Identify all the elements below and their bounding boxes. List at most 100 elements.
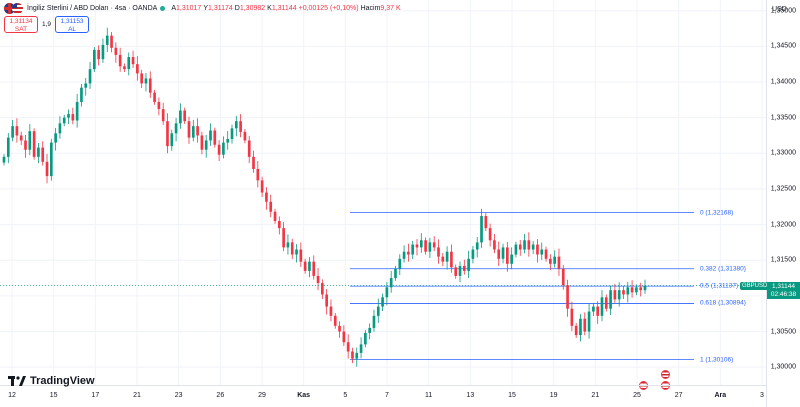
candle-body (450, 251, 453, 268)
candle-body (84, 83, 88, 88)
ohlc-value: 9,37 K (380, 5, 401, 12)
time-tick-label: 12 (8, 392, 16, 399)
chart-area[interactable] (0, 0, 766, 385)
candle-body (372, 315, 376, 328)
time-tick-label: 29 (258, 392, 266, 399)
price-tick-label: 1,32500 (770, 185, 796, 193)
candle-body (28, 131, 32, 150)
candle-body (527, 240, 531, 250)
time-tick-label: 23 (174, 392, 183, 399)
trade-buttons: 1,31134 SAT 1,9 1,31153 AL (4, 16, 90, 33)
candle-body (518, 244, 522, 250)
candle-body (105, 35, 109, 45)
candle-body (295, 249, 298, 255)
symbol-title[interactable]: İngiliz Sterlini / ABD Doları · 4sa · OA… (27, 5, 158, 12)
candle-body (234, 121, 238, 129)
ohlc-key: A (171, 5, 176, 12)
candle-body (312, 261, 316, 276)
candle-body (493, 240, 496, 250)
candlesticks (2, 27, 647, 367)
candle-body (6, 137, 10, 157)
candle-body (583, 318, 587, 332)
candle-body (462, 265, 466, 271)
candle-body (355, 352, 359, 359)
candle-body (561, 268, 565, 286)
candle-body (75, 101, 79, 121)
candle-body (41, 147, 45, 162)
ohlc-value: 1,30982 (239, 5, 266, 12)
candle-body (480, 216, 483, 243)
candle-body (643, 285, 647, 291)
candle-body (566, 285, 569, 309)
candle-body (428, 242, 432, 252)
ohlc-key: Hacim (360, 5, 381, 12)
candle-body (136, 64, 139, 74)
price-chart[interactable] (0, 0, 766, 385)
fibonacci-retracement[interactable] (350, 212, 694, 361)
market-open-icon (160, 6, 166, 11)
candle-body (187, 121, 191, 138)
time-scale[interactable]: 12 15 17 21 23 26 29 Kas 5 7 11 13 15 19 21 25 27 Ara 3 (0, 385, 766, 407)
candle-body (394, 268, 397, 279)
time-tick-label: 5 (343, 392, 348, 399)
price-tick-label: 1,35000 (770, 7, 796, 15)
candle-body (506, 247, 509, 264)
candle-body (333, 315, 337, 326)
tradingview-logo[interactable]: TradingView (8, 375, 95, 387)
time-tick-label: 19 (549, 392, 558, 399)
candle-body (282, 228, 285, 248)
candle-body (376, 306, 380, 316)
price-scale[interactable]: 1,35000 1,34500 1,34000 1,33500 1,33000 1,325… (766, 0, 800, 407)
candle-body (196, 126, 199, 136)
candle-body (101, 44, 105, 60)
ohlc-values: A1,31017 Y1,31174 D1,30982 K1,31144 +0,00125… (171, 5, 402, 12)
candle-body (170, 133, 174, 147)
candle-body (269, 201, 273, 212)
price-tick-label: 1,30500 (770, 328, 796, 336)
candle-body (398, 258, 402, 269)
candle-body (37, 147, 40, 157)
time-tick-label: 15 (49, 392, 58, 399)
grid (0, 0, 766, 385)
candle-body (389, 278, 393, 288)
economic-event-icon[interactable] (661, 370, 670, 379)
candle-body (58, 123, 62, 134)
buy-label: AL (68, 25, 77, 33)
candle-body (609, 290, 612, 309)
candle-body (153, 92, 156, 102)
ohlc-key: D (234, 5, 240, 12)
buy-button[interactable]: 1,31153 AL (55, 16, 90, 33)
candle-body (544, 249, 548, 259)
candle-body (630, 287, 634, 293)
candle-body (536, 244, 539, 255)
candle-body (316, 275, 320, 284)
bar-countdown: 02:46:38 (770, 290, 797, 298)
ohlc-key: K (267, 5, 272, 12)
candle-body (247, 140, 251, 157)
candle-body (579, 318, 582, 336)
ohlc-value: 1,31144 (271, 5, 297, 12)
fib-level-label: 0.382 (1,31380) (700, 265, 746, 273)
price-tick-label: 1,34500 (770, 42, 796, 50)
candle-body (299, 249, 303, 262)
candle-body (514, 244, 518, 255)
price-tick-label: 1,33500 (770, 114, 796, 122)
candle-body (432, 242, 436, 248)
candle-body (635, 287, 638, 293)
price-tick-label: 1,32000 (770, 221, 796, 229)
candle-body (359, 344, 363, 353)
candle-body (222, 142, 225, 155)
candle-body (179, 110, 182, 124)
candle-body (415, 244, 419, 248)
candle-body (127, 57, 131, 70)
candle-body (596, 306, 600, 316)
sell-button[interactable]: 1,31134 SAT (4, 16, 38, 33)
candle-body (454, 267, 458, 276)
time-tick-label: 7 (385, 392, 389, 399)
ohlc-value: 1,31174 (207, 5, 233, 12)
candle-body (243, 131, 247, 141)
candle-body (157, 101, 161, 110)
legend-header: İngiliz Sterlini / ABD Doları · 4sa · OA… (4, 3, 403, 14)
candle-body (239, 121, 242, 132)
candle-body (484, 216, 488, 229)
